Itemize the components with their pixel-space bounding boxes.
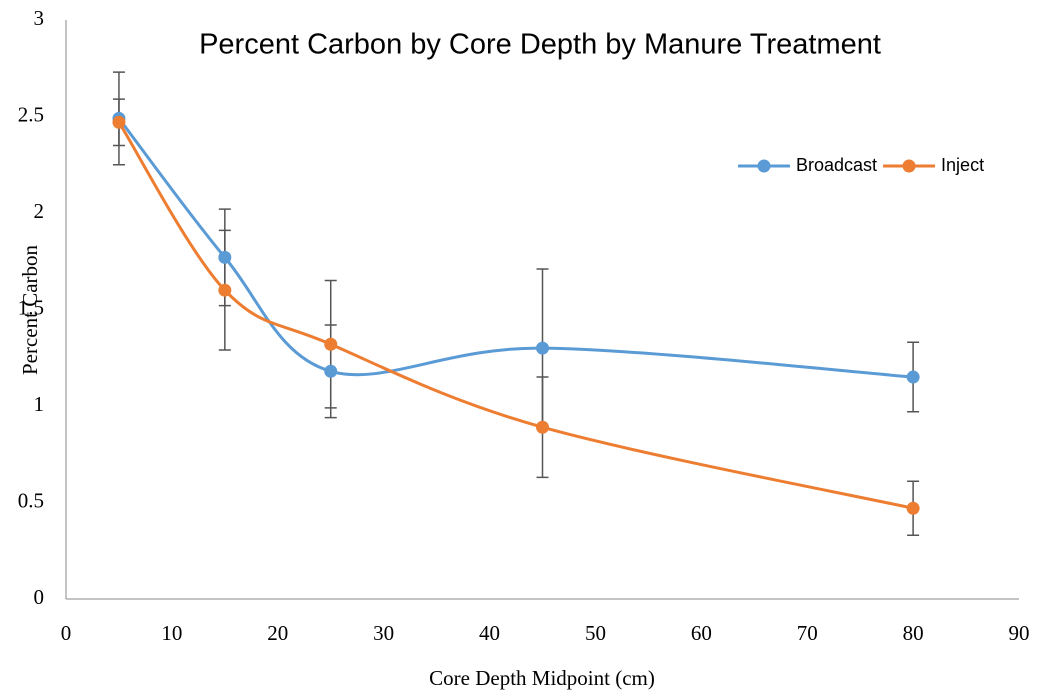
data-point — [324, 364, 338, 378]
y-tick-label: 3 — [34, 6, 45, 30]
data-point — [536, 420, 549, 434]
data-point — [218, 283, 232, 297]
x-tick-label: 80 — [903, 621, 924, 645]
y-tick-label: 2 — [34, 199, 45, 223]
y-tick-label: 1.5 — [18, 295, 44, 319]
y-tick-label: 1 — [34, 392, 45, 416]
legend-marker — [757, 159, 771, 173]
x-tick-label: 90 — [1009, 621, 1030, 645]
legend-label: Inject — [941, 155, 984, 175]
x-tick-label: 0 — [61, 621, 72, 645]
x-tick-label: 60 — [691, 621, 712, 645]
x-tick-label: 50 — [585, 621, 606, 645]
legend-marker — [902, 159, 916, 173]
data-point — [324, 337, 338, 351]
data-point — [536, 341, 549, 355]
chart-title: Percent Carbon by Core Depth by Manure T… — [199, 29, 881, 61]
y-tick-label: 2.5 — [18, 102, 44, 126]
x-tick-label: 70 — [797, 621, 818, 645]
y-axis-label: Percent Carbon — [18, 244, 42, 375]
legend-label: Broadcast — [796, 155, 877, 175]
x-tick-label: 40 — [479, 621, 500, 645]
y-tick-label: 0.5 — [18, 488, 44, 512]
y-tick-label: 0 — [34, 585, 45, 609]
x-tick-label: 10 — [161, 621, 182, 645]
data-point — [906, 501, 920, 515]
data-point — [906, 370, 920, 384]
series-line — [117, 117, 914, 379]
data-point — [112, 115, 126, 129]
x-tick-label: 30 — [373, 621, 394, 645]
x-axis-label: Core Depth Midpoint (cm) — [429, 666, 655, 690]
series-line — [117, 121, 914, 510]
data-point — [218, 250, 232, 264]
x-tick-label: 20 — [267, 621, 288, 645]
